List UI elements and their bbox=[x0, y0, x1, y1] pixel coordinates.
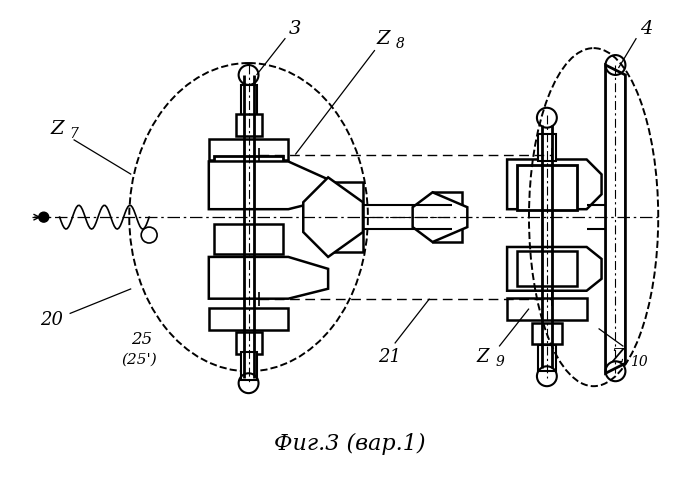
Bar bbox=[209, 308, 289, 330]
Polygon shape bbox=[507, 160, 602, 210]
Bar bbox=[507, 298, 586, 320]
Bar bbox=[538, 346, 556, 371]
Polygon shape bbox=[303, 178, 363, 257]
Text: 7: 7 bbox=[70, 126, 78, 141]
Text: Z: Z bbox=[376, 30, 390, 48]
Bar bbox=[240, 353, 257, 381]
Circle shape bbox=[38, 213, 49, 223]
Text: 3: 3 bbox=[289, 20, 301, 38]
Text: Z: Z bbox=[612, 347, 624, 366]
Text: Фиг.3 (вар.1): Фиг.3 (вар.1) bbox=[274, 432, 425, 454]
Bar bbox=[532, 323, 562, 345]
Text: 25: 25 bbox=[131, 330, 152, 347]
Text: 20: 20 bbox=[41, 310, 63, 328]
Text: 21: 21 bbox=[378, 347, 401, 366]
Text: 9: 9 bbox=[495, 355, 504, 368]
Polygon shape bbox=[507, 247, 602, 291]
Bar bbox=[236, 333, 261, 355]
Bar bbox=[517, 252, 577, 286]
Bar bbox=[236, 115, 261, 136]
Text: 4: 4 bbox=[640, 20, 652, 38]
Text: Z: Z bbox=[50, 120, 64, 138]
Text: 10: 10 bbox=[630, 355, 648, 368]
Text: 8: 8 bbox=[396, 37, 405, 51]
Bar bbox=[517, 165, 577, 210]
Bar bbox=[214, 224, 283, 254]
Bar bbox=[333, 183, 363, 252]
Polygon shape bbox=[605, 66, 626, 373]
Bar bbox=[240, 86, 257, 116]
Bar bbox=[209, 139, 289, 161]
Bar bbox=[538, 134, 556, 162]
Polygon shape bbox=[209, 257, 328, 299]
Text: Z: Z bbox=[477, 347, 489, 366]
Polygon shape bbox=[209, 162, 328, 210]
Bar bbox=[214, 156, 283, 208]
Bar bbox=[433, 193, 462, 243]
Polygon shape bbox=[412, 193, 468, 243]
Text: (25'): (25') bbox=[122, 352, 157, 366]
